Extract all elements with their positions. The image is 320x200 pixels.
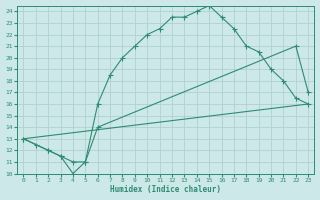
X-axis label: Humidex (Indice chaleur): Humidex (Indice chaleur) bbox=[110, 185, 221, 194]
